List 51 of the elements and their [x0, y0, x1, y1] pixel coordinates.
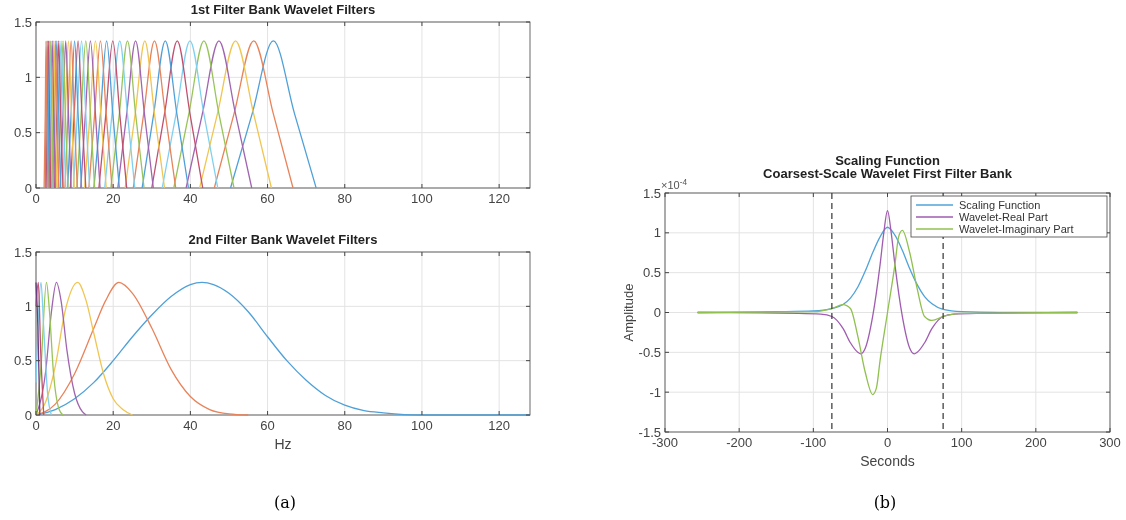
line-series: [35, 281, 64, 416]
x-tick-label: -300: [651, 435, 679, 450]
x-tick-label: -100: [800, 435, 827, 450]
y-tick-label: 1: [24, 69, 32, 85]
legend-label: Wavelet-Imaginary Part: [959, 223, 1074, 235]
x-axis-title: Seconds: [860, 453, 915, 469]
x-tick-label: 100: [950, 435, 973, 450]
chart-title: Scaling Function: [835, 153, 940, 168]
text: (b): [873, 493, 897, 512]
line-series: [35, 281, 53, 416]
y-axis-title: Amplitude: [621, 283, 636, 342]
x-tick-label: 300: [1099, 435, 1121, 450]
x-tick-label: 20: [105, 418, 121, 433]
text: ×10$^{-4}$: [661, 177, 688, 191]
y-tick-label: 1: [653, 225, 661, 241]
x-axis-title: Hz: [274, 436, 292, 452]
x-tick-label: 20: [105, 191, 121, 206]
y-tick-label: 0: [653, 305, 661, 320]
y-tick-label: 1: [24, 298, 32, 314]
y-tick-label: -0.5: [638, 344, 661, 360]
x-tick-label: -200: [726, 435, 753, 450]
x-tick-label: 0: [883, 435, 892, 450]
line-series: [35, 281, 87, 416]
x-tick-label: 80: [337, 418, 352, 433]
y-tick-label: -1: [649, 384, 661, 400]
y-tick-label: 0.5: [13, 125, 32, 141]
chart-title: 2nd Filter Bank Wavelet Filters: [188, 232, 378, 247]
chart-title: 1st Filter Bank Wavelet Filters: [190, 2, 376, 17]
x-tick-label: 120: [488, 191, 510, 206]
y-tick-label: 1.5: [13, 244, 32, 260]
text: (a): [273, 493, 297, 512]
x-tick-label: 100: [411, 191, 433, 206]
y-tick-label: 0.5: [13, 353, 32, 369]
legend-label: Wavelet-Real Part: [959, 211, 1048, 223]
legend-label: Scaling Function: [959, 199, 1041, 211]
y-tick-label: 1.5: [13, 14, 32, 30]
y-tick-label: 0: [24, 180, 32, 196]
y-tick-label: 1.5: [642, 185, 661, 201]
x-tick-label: 60: [260, 418, 275, 433]
y-tick-label: 0: [24, 407, 32, 423]
x-tick-label: 100: [411, 418, 433, 433]
x-tick-label: 120: [488, 418, 510, 433]
chart-subtitle: Coarsest-Scale Wavelet First Filter Bank: [763, 166, 1013, 181]
y-tick-label: 0.5: [642, 265, 661, 281]
x-tick-label: 40: [183, 418, 198, 433]
x-tick-label: 80: [337, 191, 352, 206]
line-series: [35, 281, 45, 416]
x-tick-label: 60: [260, 191, 275, 206]
line-series: [35, 281, 134, 416]
x-tick-label: 200: [1024, 435, 1047, 450]
x-tick-label: 40: [183, 191, 198, 206]
